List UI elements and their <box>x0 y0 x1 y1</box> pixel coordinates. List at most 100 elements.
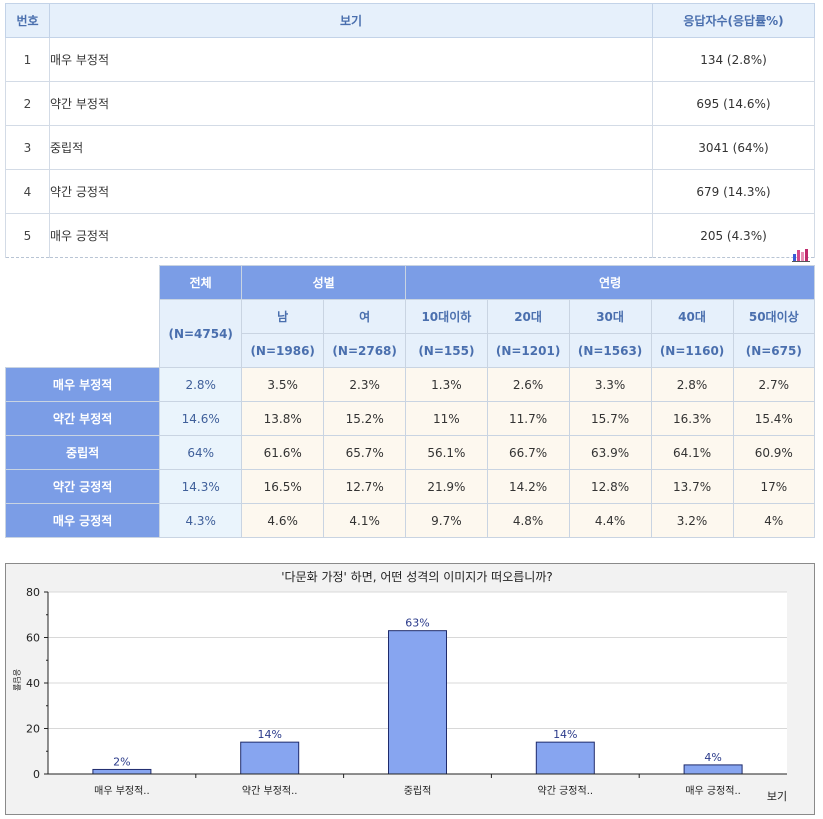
crosstab-cell: 2.6% <box>486 367 570 402</box>
crosstab-cell: 13.7% <box>650 469 734 504</box>
column-header: 남 <box>241 299 325 334</box>
table-row: 3 중립적 3041 (64%) <box>5 125 815 170</box>
header-group-gender: 성별 <box>241 265 407 300</box>
crosstab-cell: 3.5% <box>241 367 325 402</box>
chart-bar <box>92 768 152 775</box>
crosstab-cell: 4.6% <box>241 503 325 538</box>
column-header: 40대 <box>650 299 734 334</box>
header-group-age: 연령 <box>405 265 815 300</box>
row-option-label: 약간 긍정적 <box>49 169 653 214</box>
column-sample-size: (N=2768) <box>323 333 407 368</box>
crosstab-table: 전체 성별 연령 (N=4754) 남 여 10대이하 20대 30대 40대 50대이상 … <box>4 265 816 538</box>
chart-x-axis-label: 보기 <box>767 790 787 803</box>
row-number: 5 <box>5 213 50 258</box>
chart-bar <box>683 764 743 775</box>
chart-y-tick-label: 20 <box>26 723 40 736</box>
chart-x-tick-label: 매우 부정적.. <box>94 785 150 797</box>
crosstab-total-cell: 64% <box>159 435 243 470</box>
crosstab-row: 매우 부정적 2.8% 3.5% 2.3% 1.3% 2.6% 3.3% 2.8% 2.7% <box>4 367 816 402</box>
row-response-value: 205 (4.3%) <box>652 213 815 258</box>
crosstab-cell: 9.7% <box>405 503 488 538</box>
chart-data-label: 4% <box>704 751 721 764</box>
row-option-label: 매우 부정적 <box>49 37 653 82</box>
table-row: 4 약간 긍정적 679 (14.3%) <box>5 169 815 214</box>
crosstab-row-label: 약간 부정적 <box>4 401 161 436</box>
crosstab-cell: 65.7% <box>323 435 407 470</box>
chart-bar <box>240 741 300 775</box>
header-total-n: (N=4754) <box>159 299 243 368</box>
chart-data-label: 2% <box>113 755 130 768</box>
chart-bar <box>535 741 595 775</box>
chart-svg: '다문화 가정' 하면, 어떤 성격의 이미지가 떠오릅니까? 2% 매우 부정적… <box>12 570 787 803</box>
row-number: 2 <box>5 81 50 126</box>
header-option: 보기 <box>49 3 653 38</box>
crosstab-cell: 56.1% <box>405 435 488 470</box>
chart-data-label: 14% <box>257 728 281 741</box>
header-total: 전체 <box>159 265 243 300</box>
row-number: 3 <box>5 125 50 170</box>
chart-y-tick-label: 80 <box>26 586 40 599</box>
column-header: 20대 <box>486 299 570 334</box>
crosstab-total-cell: 4.3% <box>159 503 243 538</box>
crosstab-cell: 11% <box>405 401 488 436</box>
row-response-value: 3041 (64%) <box>652 125 815 170</box>
crosstab-cell: 21.9% <box>405 469 488 504</box>
column-sample-size: (N=1563) <box>568 333 652 368</box>
response-summary-table: 번호 보기 응답자수(응답률%) 1 매우 부정적 134 (2.8%) 2 약간 부정… <box>5 3 815 258</box>
column-sample-size: (N=1201) <box>486 333 570 368</box>
crosstab-cell: 63.9% <box>568 435 652 470</box>
bar-chart-icon[interactable] <box>792 248 810 262</box>
column-sample-size: (N=155) <box>405 333 488 368</box>
crosstab-cell: 61.6% <box>241 435 325 470</box>
crosstab-cell: 12.7% <box>323 469 407 504</box>
response-rate-chart: '다문화 가정' 하면, 어떤 성격의 이미지가 떠오릅니까? 2% 매우 부정적… <box>5 563 815 815</box>
crosstab-cell: 12.8% <box>568 469 652 504</box>
row-number: 1 <box>5 37 50 82</box>
chart-x-tick-label: 중립적 <box>404 784 432 797</box>
crosstab-cell: 4% <box>732 503 816 538</box>
crosstab-row: 약간 부정적 14.6% 13.8% 15.2% 11% 11.7% 15.7% 16.3% 1… <box>4 401 816 436</box>
table-row: 1 매우 부정적 134 (2.8%) <box>5 37 815 82</box>
chart-y-tick-label: 40 <box>26 677 40 690</box>
crosstab-cell: 16.5% <box>241 469 325 504</box>
crosstab-total-cell: 14.3% <box>159 469 243 504</box>
chart-y-tick-label: 0 <box>33 768 40 781</box>
row-option-label: 중립적 <box>49 125 653 170</box>
crosstab-row-label: 매우 긍정적 <box>4 503 161 538</box>
row-option-label: 약간 부정적 <box>49 81 653 126</box>
crosstab-total-cell: 2.8% <box>159 367 243 402</box>
chart-bar <box>388 630 447 775</box>
column-header: 30대 <box>568 299 652 334</box>
crosstab-cell: 2.3% <box>323 367 407 402</box>
crosstab-cell: 64.1% <box>650 435 734 470</box>
crosstab-cell: 66.7% <box>486 435 570 470</box>
row-response-value: 695 (14.6%) <box>652 81 815 126</box>
crosstab-row-label: 중립적 <box>4 435 161 470</box>
table-row: 5 매우 긍정적 205 (4.3%) <box>5 213 815 258</box>
chart-x-tick-label: 약간 부정적.. <box>242 785 298 797</box>
crosstab-row: 매우 긍정적 4.3% 4.6% 4.1% 9.7% 4.8% 4.4% 3.2% 4% <box>4 503 816 538</box>
crosstab-total-cell: 14.6% <box>159 401 243 436</box>
chart-x-tick-label: 매우 긍정적.. <box>685 785 741 797</box>
crosstab-cell: 15.2% <box>323 401 407 436</box>
crosstab-row-label: 매우 부정적 <box>4 367 161 402</box>
crosstab-cell: 17% <box>732 469 816 504</box>
chart-y-tick-label: 60 <box>26 632 40 645</box>
crosstab-cell: 3.3% <box>568 367 652 402</box>
row-option-label: 매우 긍정적 <box>49 213 653 258</box>
chart-x-tick-label: 약간 긍정적.. <box>538 785 594 797</box>
crosstab-cell: 2.7% <box>732 367 816 402</box>
crosstab-cell: 3.2% <box>650 503 734 538</box>
crosstab-cell: 4.8% <box>486 503 570 538</box>
table-row: 2 약간 부정적 695 (14.6%) <box>5 81 815 126</box>
crosstab-cell: 11.7% <box>486 401 570 436</box>
crosstab-cell: 4.4% <box>568 503 652 538</box>
crosstab-cell: 16.3% <box>650 401 734 436</box>
chart-y-axis-label: 응답률 <box>12 669 22 691</box>
column-sample-size: (N=675) <box>732 333 816 368</box>
crosstab-row: 약간 긍정적 14.3% 16.5% 12.7% 21.9% 14.2% 12.8% 13.7… <box>4 469 816 504</box>
header-response-count: 응답자수(응답률%) <box>652 3 815 38</box>
crosstab-cell: 15.4% <box>732 401 816 436</box>
crosstab-cell: 4.1% <box>323 503 407 538</box>
crosstab-row: 중립적 64% 61.6% 65.7% 56.1% 66.7% 63.9% 64.1% 60.9… <box>4 435 816 470</box>
